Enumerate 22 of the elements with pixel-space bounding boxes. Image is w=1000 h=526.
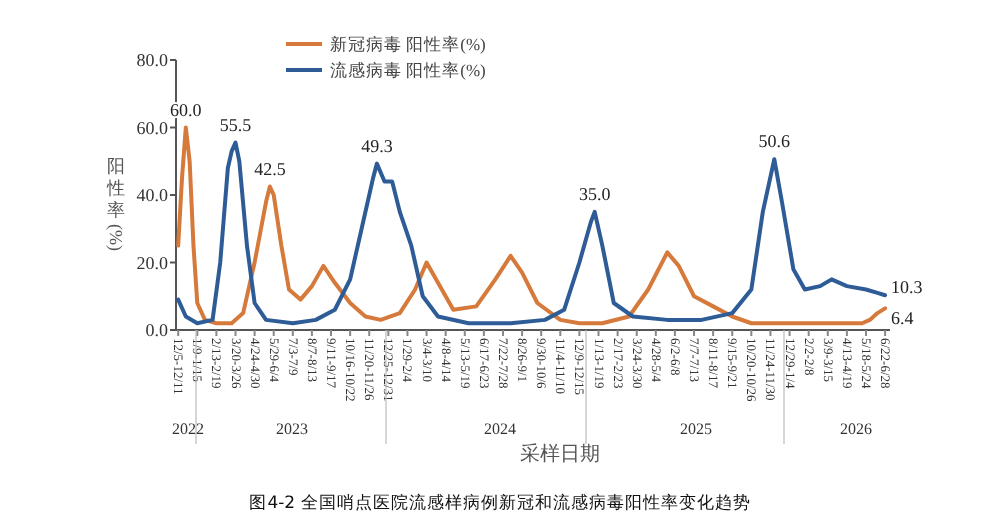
- text: 2025: [680, 420, 712, 438]
- text: 2023: [276, 420, 308, 438]
- legend-label: 流感病毒 阳性率(%): [330, 60, 487, 80]
- y-tick-label: 80.0: [136, 50, 169, 70]
- data-label: 35.0: [578, 183, 612, 204]
- text: 图4-2 全国哨点医院流感样病例新冠和流感病毒阳性率变化趋势: [249, 492, 751, 514]
- y-tick-label: 0.0: [145, 320, 169, 340]
- y-tick-label: 60.0: [136, 117, 169, 138]
- text: 2026: [840, 420, 872, 438]
- y-tick-label: 40.0: [136, 185, 169, 205]
- y-axis-title: 阳性率(%): [105, 156, 126, 251]
- text: 2024: [484, 420, 516, 438]
- data-label: 49.3: [361, 135, 394, 156]
- legend-label: 新冠病毒 阳性率(%): [330, 34, 487, 54]
- data-label: 55.5: [219, 114, 253, 135]
- y-tick-label: 20.0: [136, 252, 169, 273]
- x-axis-title: 采样日期: [520, 442, 600, 466]
- data-label: 42.5: [254, 158, 287, 179]
- data-label: 6.4: [891, 308, 915, 329]
- data-label: 10.3: [891, 277, 924, 298]
- text: 2022: [172, 420, 204, 438]
- data-label: 50.6: [758, 131, 792, 152]
